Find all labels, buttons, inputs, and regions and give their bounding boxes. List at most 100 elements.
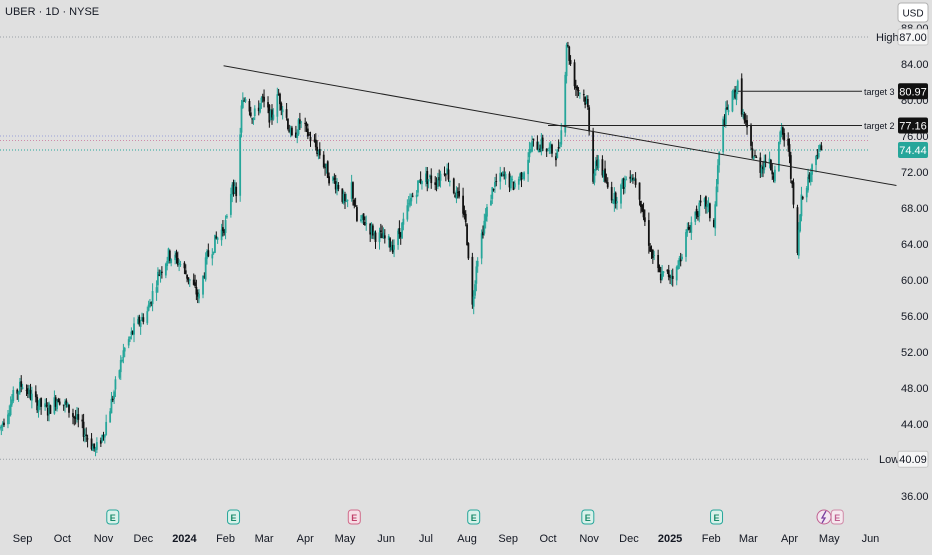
candle[interactable]	[58, 398, 61, 406]
candle[interactable]	[341, 188, 344, 204]
candle[interactable]	[567, 41, 569, 48]
candle[interactable]	[354, 197, 357, 207]
candle[interactable]	[528, 141, 531, 163]
candle[interactable]	[81, 414, 84, 429]
candle[interactable]	[72, 408, 74, 425]
candle[interactable]	[592, 127, 595, 184]
candle[interactable]	[624, 175, 626, 194]
candle[interactable]	[517, 176, 520, 190]
candle[interactable]	[271, 104, 273, 125]
candle[interactable]	[792, 178, 795, 209]
candle[interactable]	[49, 404, 52, 414]
candle[interactable]	[601, 155, 604, 178]
candle[interactable]	[746, 115, 748, 135]
candle[interactable]	[633, 177, 636, 181]
candle[interactable]	[419, 171, 422, 185]
candle[interactable]	[687, 222, 690, 231]
candle[interactable]	[102, 431, 105, 441]
candle[interactable]	[82, 413, 85, 442]
earnings-marker[interactable]: E	[581, 509, 595, 525]
candle[interactable]	[84, 428, 86, 443]
candle[interactable]	[503, 167, 506, 180]
candle[interactable]	[19, 378, 21, 395]
candle[interactable]	[585, 95, 588, 105]
earnings-icon[interactable]	[106, 509, 120, 525]
candle[interactable]	[797, 222, 800, 259]
candle[interactable]	[586, 95, 589, 110]
candle[interactable]	[309, 131, 312, 147]
candle[interactable]	[54, 395, 57, 411]
candle[interactable]	[484, 208, 487, 229]
candle[interactable]	[551, 143, 553, 158]
candle[interactable]	[634, 172, 637, 188]
time-axis[interactable]: Sep Oct Nov Dec 2024 Feb Mar Apr May Jun Jul Aug Sep…	[13, 533, 880, 545]
candle[interactable]	[374, 230, 377, 249]
candle[interactable]	[800, 186, 803, 222]
candle[interactable]	[622, 177, 625, 195]
candle[interactable]	[229, 187, 232, 218]
candle[interactable]	[429, 174, 431, 180]
candle[interactable]	[539, 144, 541, 153]
candle[interactable]	[350, 174, 353, 202]
candle[interactable]	[425, 166, 427, 187]
candle[interactable]	[549, 141, 552, 154]
candle[interactable]	[401, 222, 403, 239]
candle[interactable]	[482, 225, 484, 239]
candle[interactable]	[8, 405, 11, 425]
candle[interactable]	[216, 236, 219, 244]
candle[interactable]	[86, 434, 89, 448]
candle[interactable]	[501, 171, 504, 178]
candle[interactable]	[568, 45, 571, 65]
candle[interactable]	[521, 172, 524, 179]
candle[interactable]	[231, 182, 234, 203]
candle[interactable]	[556, 148, 559, 159]
candle[interactable]	[698, 200, 701, 223]
candle[interactable]	[40, 397, 43, 415]
candle[interactable]	[511, 175, 514, 183]
candle[interactable]	[223, 228, 226, 236]
candle[interactable]	[455, 186, 458, 204]
price-axis[interactable]: 36.0040.0044.0048.0052.0056.0060.0064.00…	[876, 23, 929, 503]
candle[interactable]	[532, 138, 535, 147]
candle[interactable]	[476, 257, 479, 273]
candle[interactable]	[547, 148, 549, 152]
candle[interactable]	[417, 180, 419, 197]
candle[interactable]	[582, 89, 585, 102]
candle[interactable]	[723, 114, 726, 127]
candle[interactable]	[7, 409, 9, 429]
candle[interactable]	[751, 141, 754, 159]
candle[interactable]	[3, 418, 5, 428]
candle[interactable]	[653, 250, 656, 261]
candle[interactable]	[406, 199, 409, 222]
candle[interactable]	[670, 269, 673, 286]
candle[interactable]	[752, 155, 755, 160]
candle[interactable]	[0, 426, 1, 431]
candle[interactable]	[12, 386, 15, 404]
candle[interactable]	[36, 394, 39, 414]
candle[interactable]	[724, 101, 727, 128]
candle[interactable]	[121, 357, 123, 363]
candle[interactable]	[697, 211, 699, 221]
candle[interactable]	[170, 258, 173, 267]
candle[interactable]	[164, 262, 167, 279]
candle[interactable]	[155, 280, 158, 301]
candle[interactable]	[669, 274, 671, 285]
candle[interactable]	[593, 168, 596, 186]
earnings-marker[interactable]: E	[227, 509, 241, 525]
candle[interactable]	[421, 180, 423, 190]
candle[interactable]	[787, 132, 790, 152]
candle[interactable]	[281, 105, 284, 120]
candle[interactable]	[763, 154, 766, 174]
candle[interactable]	[34, 385, 37, 403]
candle[interactable]	[167, 247, 170, 264]
candle[interactable]	[602, 170, 605, 182]
candle[interactable]	[594, 157, 597, 176]
candle[interactable]	[675, 265, 678, 286]
candle[interactable]	[649, 243, 652, 252]
candle[interactable]	[426, 167, 429, 192]
candle[interactable]	[30, 386, 33, 409]
candle[interactable]	[632, 174, 634, 184]
candle[interactable]	[64, 398, 66, 413]
candle[interactable]	[512, 181, 515, 191]
candle[interactable]	[306, 123, 309, 140]
